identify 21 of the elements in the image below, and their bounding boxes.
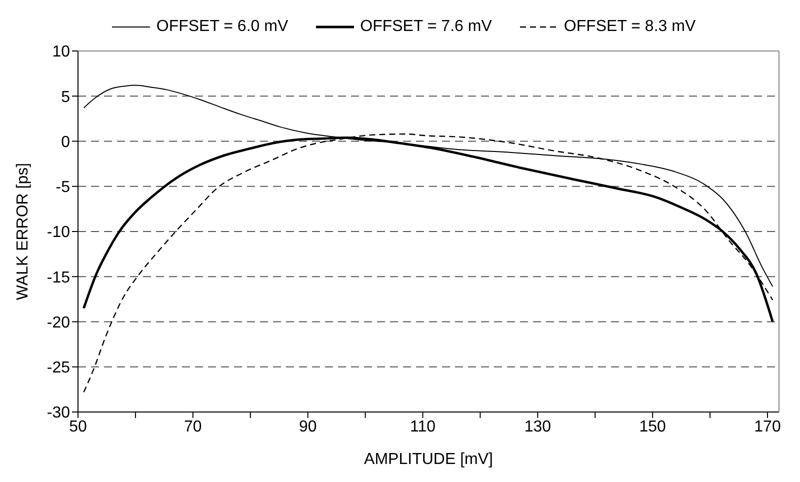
x-axis-title: AMPLITUDE [mV] [364,451,493,468]
x-tick-label: 110 [410,418,436,436]
y-tick-label: -20 [46,314,70,332]
x-tick-label: 130 [524,418,552,436]
y-tick-label: 10 [52,44,70,61]
y-tick-label: -15 [46,269,70,286]
legend-label: OFFSET = 8.3 mV [564,18,696,36]
x-tick-label: 150 [639,418,666,436]
x-tick-label: 90 [298,418,317,436]
y-tick-label: -10 [46,224,70,242]
y-axis-title: WALK ERROR [ps] [14,162,32,300]
x-tick-label: 70 [184,418,202,436]
y-tick-label: -5 [56,179,70,196]
legend-label: OFFSET = 6.0 mV [156,18,288,36]
y-tick-label: -30 [46,404,70,422]
legend-label: OFFSET = 7.6 mV [360,18,492,36]
x-tick-label: 170 [754,418,781,436]
x-tick-label: 50 [69,418,87,436]
y-tick-label: 5 [61,88,70,106]
y-tick-label: -25 [46,360,70,377]
y-tick-label: 0 [61,134,70,151]
